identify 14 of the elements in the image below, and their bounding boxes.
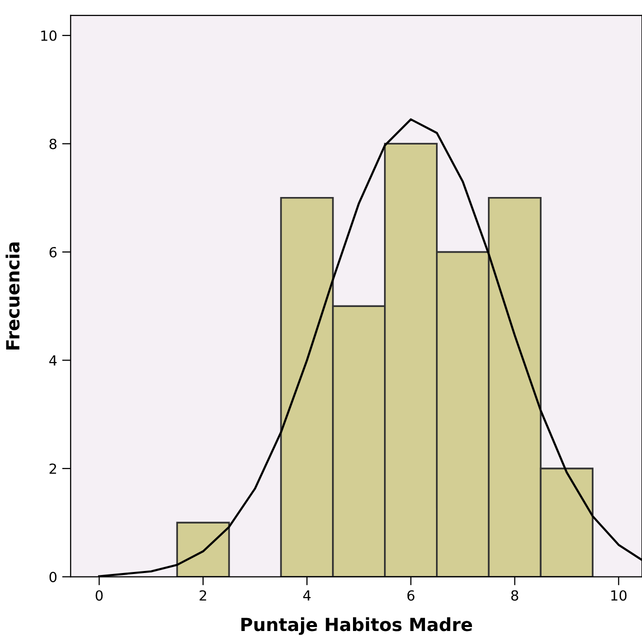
x-tick-label: 8 xyxy=(511,590,518,601)
y-tick-label: 6 xyxy=(50,246,57,258)
x-tick-label: 4 xyxy=(303,590,311,601)
y-tick-label: 10 xyxy=(41,30,57,41)
y-tick-label: 2 xyxy=(50,463,56,474)
x-tick-label: 2 xyxy=(200,590,206,601)
y-tick-label: 4 xyxy=(49,355,57,366)
x-tick-label: 6 xyxy=(407,590,414,601)
x-axis-title: Puntaje Habitos Madre xyxy=(241,617,472,635)
y-tick-label: 8 xyxy=(50,138,56,150)
x-tick-label: 10 xyxy=(611,590,627,601)
x-tick-label: 0 xyxy=(96,590,103,601)
y-tick-label: 0 xyxy=(50,572,57,582)
y-axis-title: Frecuencia xyxy=(6,242,20,350)
